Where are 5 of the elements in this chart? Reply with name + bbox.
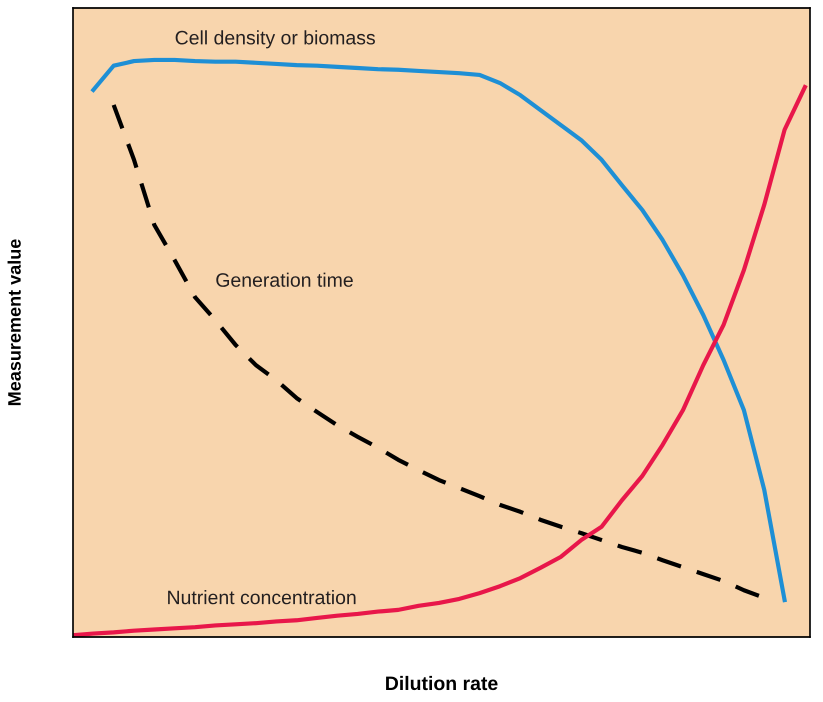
series-label: Generation time xyxy=(216,272,353,287)
series-label: Nutrient concentration xyxy=(168,590,356,604)
series-label: Cell density or biomass xyxy=(176,30,375,48)
y-axis-title: Measurement value xyxy=(8,239,21,406)
x-axis-title: Dilution rate xyxy=(386,676,498,690)
